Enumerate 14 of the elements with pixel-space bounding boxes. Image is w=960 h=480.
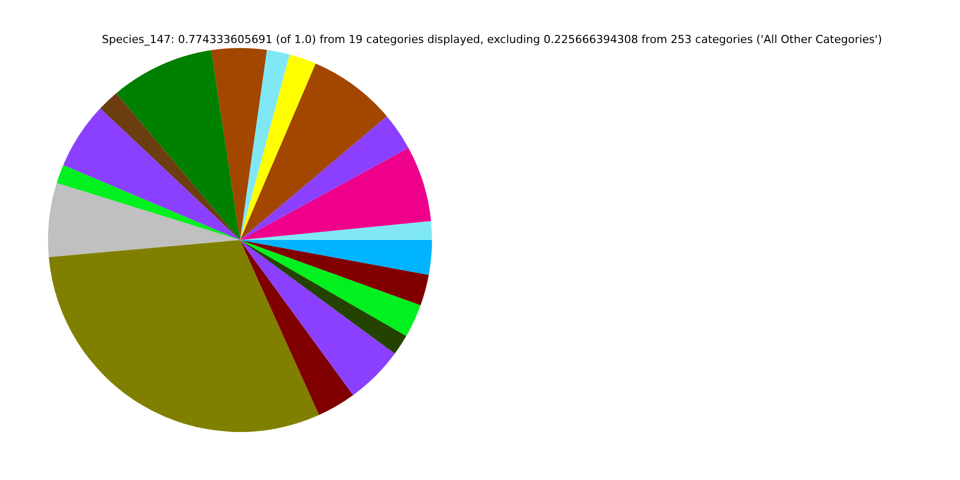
pie-slice	[240, 240, 421, 336]
pie-slice	[48, 240, 320, 432]
text: Species_147: 0.774333605691 (of 1.0) from 19 categories displayed, excluding 0.225666394308 from 253 categories ('All Other Categories')	[102, 33, 882, 46]
pie-slice	[240, 50, 290, 240]
pie-slice	[56, 165, 240, 240]
pie-slice	[63, 108, 240, 240]
pie-slice	[240, 240, 406, 354]
pie-slice	[48, 182, 240, 258]
pie-slice	[240, 220, 432, 240]
pie-slice	[240, 148, 432, 240]
pie-slice	[116, 50, 240, 240]
pie-slice	[240, 54, 316, 240]
pie-slice	[240, 240, 432, 275]
pie-slice	[100, 93, 240, 240]
